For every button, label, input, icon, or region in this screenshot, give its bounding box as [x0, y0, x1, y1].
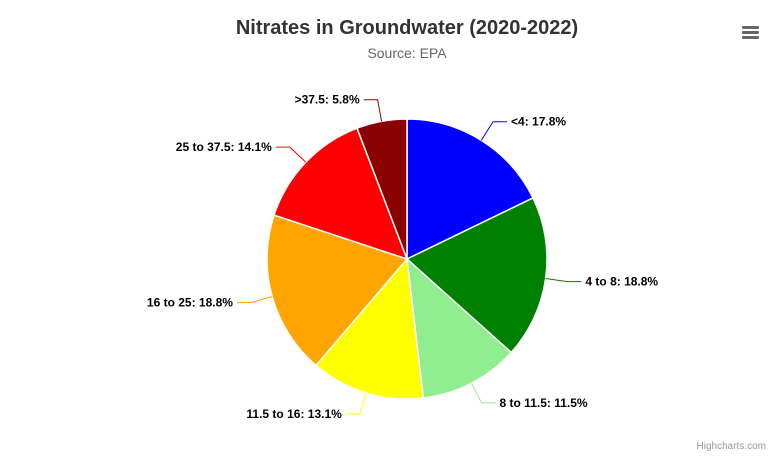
data-label: <4: 17.8% — [511, 115, 566, 129]
label-connector — [545, 278, 582, 283]
pie-slice[interactable] — [315, 258, 424, 400]
data-label: 11.5 to 16: 13.1% — [246, 407, 342, 421]
pie-slice[interactable] — [273, 127, 408, 260]
hamburger-menu-icon[interactable] — [736, 20, 764, 44]
chart-subtitle: Source: EPA — [367, 45, 447, 61]
label-connector — [480, 121, 508, 141]
pie-slice[interactable] — [406, 258, 512, 399]
data-label: 16 to 25: 18.8% — [147, 296, 233, 310]
chart-title: Nitrates in Groundwater (2020-2022) — [236, 17, 578, 39]
data-label: 4 to 8: 18.8% — [585, 275, 658, 289]
data-labels: <4: 17.8% 4 to 8: 18.8% 8 to 11.5: 11.5% 11… — [147, 93, 659, 421]
pie-slice[interactable] — [406, 197, 548, 354]
data-label: 8 to 11.5: 11.5% — [500, 396, 588, 410]
data-label: 25 to 37.5: 14.1% — [176, 140, 272, 154]
pie-slice[interactable] — [266, 214, 408, 367]
credits-link[interactable]: Highcharts.com — [697, 441, 766, 452]
data-label: >37.5: 5.8% — [295, 93, 360, 107]
label-connector — [236, 296, 273, 304]
label-connector — [275, 146, 307, 163]
label-connectors — [236, 99, 582, 415]
label-connector — [470, 383, 496, 404]
label-connector — [345, 392, 367, 415]
label-connector — [363, 99, 383, 122]
pie-slices — [266, 118, 548, 400]
